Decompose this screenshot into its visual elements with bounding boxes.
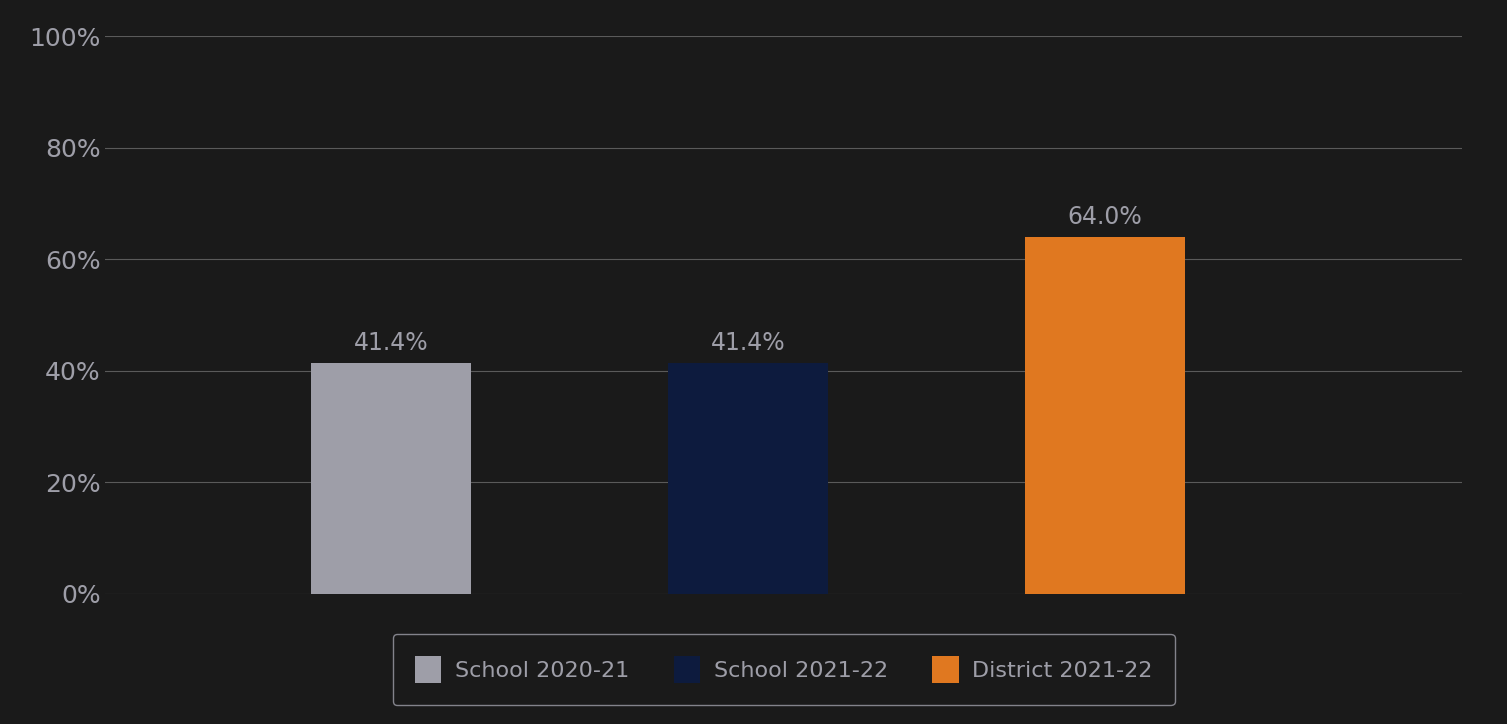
Text: 64.0%: 64.0% <box>1067 205 1142 229</box>
Legend: School 2020-21, School 2021-22, District 2021-22: School 2020-21, School 2021-22, District… <box>393 634 1174 705</box>
Bar <box>310 363 472 594</box>
Text: 41.4%: 41.4% <box>711 331 785 355</box>
Text: 41.4%: 41.4% <box>354 331 428 355</box>
Bar <box>1025 237 1185 594</box>
Bar <box>668 363 829 594</box>
